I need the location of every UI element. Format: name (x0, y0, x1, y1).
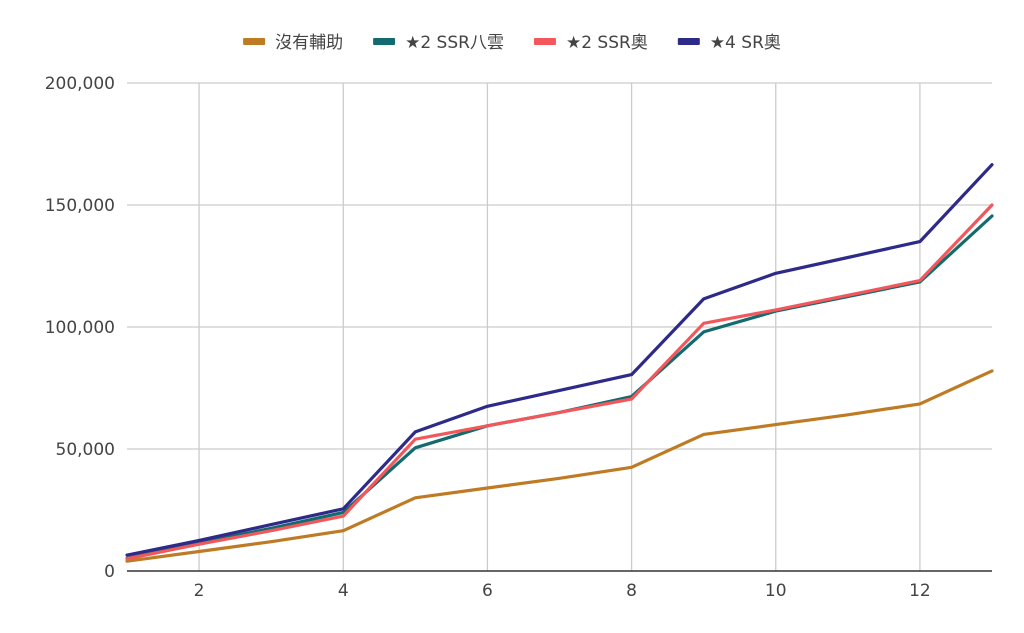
series-layer (125, 163, 994, 563)
legend-item-2[interactable]: ★2 SSR奧 (533, 33, 648, 53)
grid (127, 82, 992, 571)
x-tick-label: 4 (338, 581, 349, 601)
x-tick-label: 12 (909, 581, 931, 601)
legend-item-1[interactable]: ★2 SSR八雲 (373, 33, 504, 53)
y-tick-label: 100,000 (45, 318, 115, 338)
x-tick-label: 6 (482, 581, 493, 601)
y-tick-label: 0 (104, 562, 115, 582)
legend-label: 沒有輔助 (275, 33, 343, 53)
legend-swatch (373, 38, 396, 45)
legend-item-3[interactable]: ★4 SR奧 (677, 33, 781, 53)
legend-item-0[interactable]: 沒有輔助 (243, 33, 343, 53)
x-tick-label: 8 (626, 581, 637, 601)
legend-swatch (677, 38, 700, 45)
y-tick-label: 200,000 (45, 74, 115, 94)
x-tick-label: 10 (765, 581, 787, 601)
legend-label: ★4 SR奧 (710, 33, 781, 53)
x-tick-label: 2 (194, 581, 205, 601)
series-line-0 (125, 369, 994, 563)
x-axis: 2 4 6 8 10 12 (194, 581, 931, 601)
legend: 沒有輔助 ★2 SSR八雲 ★2 SSR奧 ★4 SR奧 (243, 33, 781, 53)
y-axis: 0 50,000 100,000 150,000 200,000 (45, 74, 115, 582)
series-line-2 (125, 203, 994, 561)
series-line-3 (125, 163, 994, 557)
y-tick-label: 50,000 (56, 440, 115, 460)
legend-label: ★2 SSR奧 (566, 33, 648, 53)
legend-label: ★2 SSR八雲 (405, 33, 504, 53)
legend-swatch (243, 38, 266, 45)
legend-swatch (533, 38, 556, 45)
series-line-1 (125, 214, 994, 560)
y-tick-label: 150,000 (45, 196, 115, 216)
